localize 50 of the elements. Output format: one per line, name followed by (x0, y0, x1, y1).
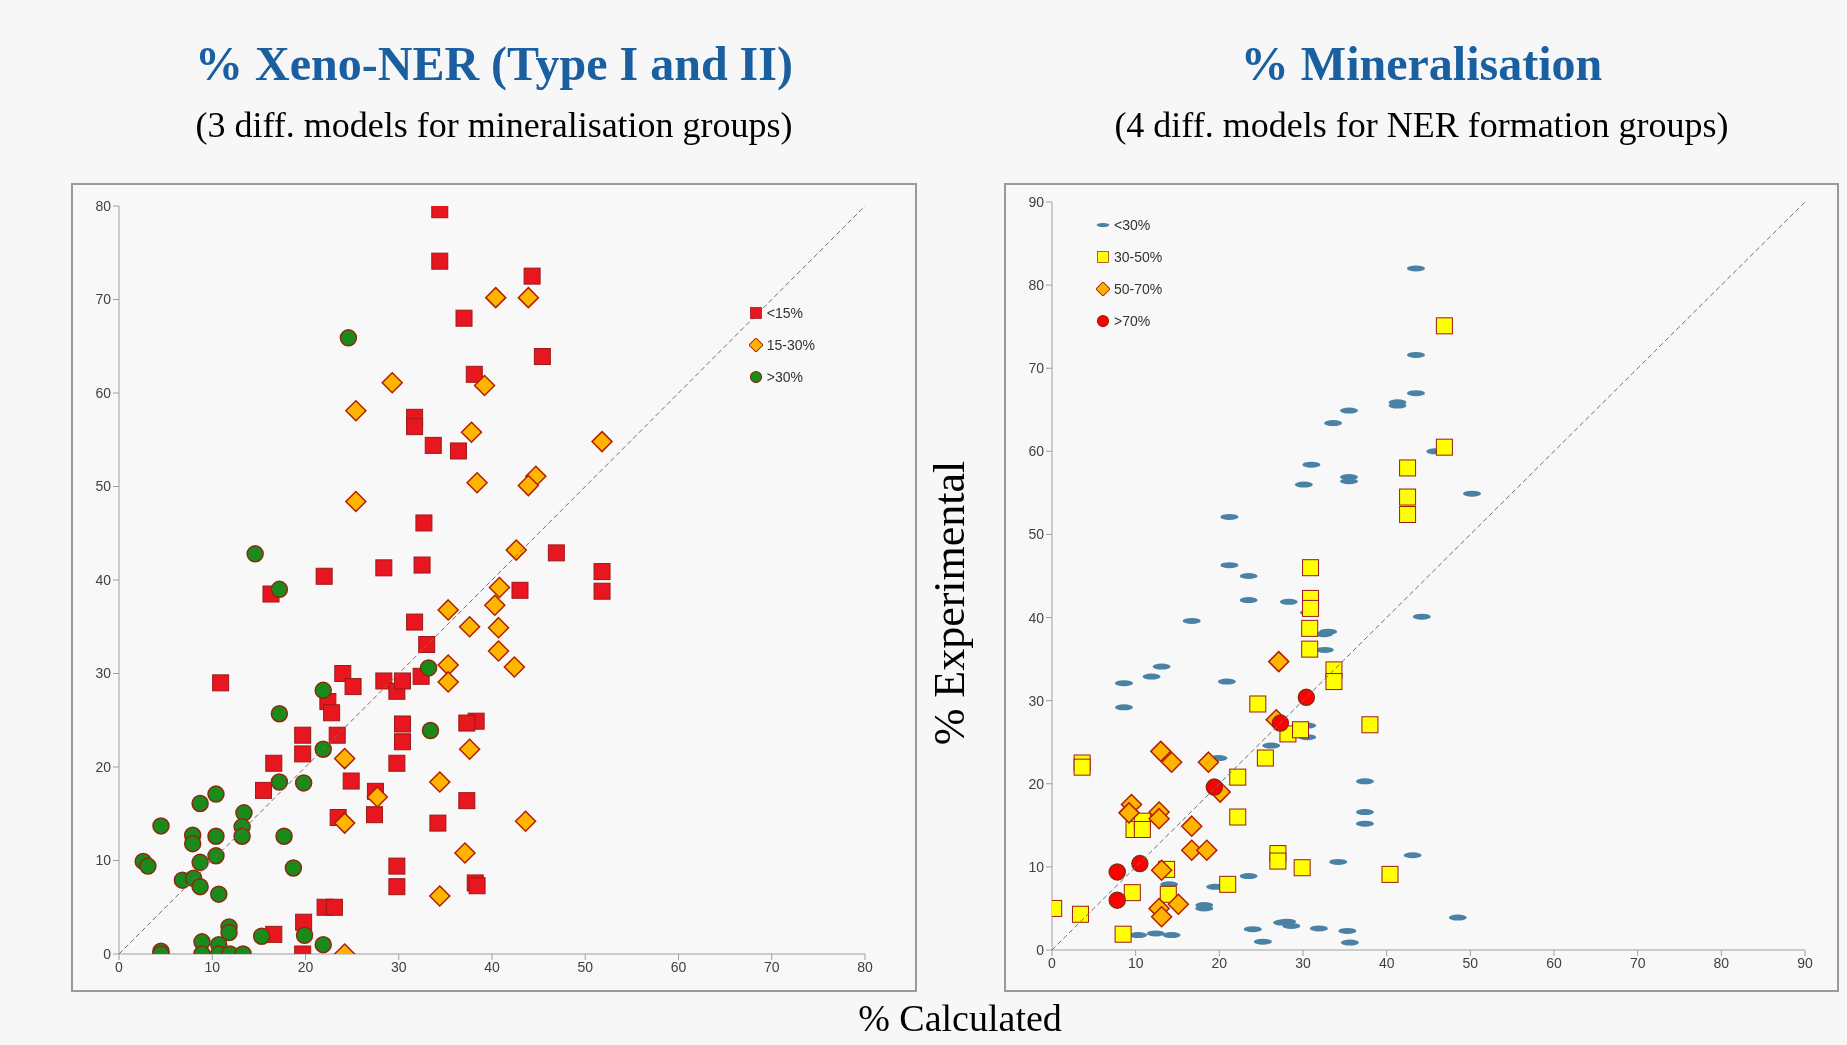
y-tick-label: 80 (95, 197, 112, 214)
legend-label: >70% (1114, 313, 1151, 329)
chart-title: % Mineralisation (1239, 36, 1604, 91)
y-tick-label: 50 (1028, 526, 1045, 543)
legend-label: >30% (766, 369, 803, 385)
x-tick-label: 50 (1462, 954, 1479, 971)
x-tick-label: 40 (1378, 954, 1395, 971)
x-tick-label: 60 (1546, 954, 1562, 971)
y-tick-label: 90 (1028, 193, 1045, 210)
legend-label: 15-30% (766, 337, 815, 353)
x-tick-label: 70 (1629, 954, 1646, 971)
y-tick-label: 20 (95, 758, 112, 775)
y-tick-label: 60 (1028, 443, 1045, 460)
x-tick-label: 40 (484, 958, 500, 975)
y-axis-title: % Experimental (925, 459, 975, 747)
y-tick-label: 30 (95, 665, 112, 682)
x-tick-label: 30 (1295, 954, 1311, 971)
y-tick-label: 20 (1028, 775, 1045, 792)
y-tick-label: 10 (1028, 858, 1045, 875)
x-tick-label: 20 (297, 958, 314, 975)
x-tick-label: 10 (204, 958, 221, 975)
x-tick-label: 60 (670, 958, 687, 975)
legend-label: 50-70% (1114, 281, 1163, 297)
chart-subtitle: (4 diff. models for NER formation groups) (1113, 104, 1730, 146)
y-tick-label: 60 (95, 384, 112, 401)
y-tick-label: 10 (95, 852, 112, 869)
x-tick-label: 80 (857, 958, 873, 975)
x-tick-label: 30 (390, 958, 407, 975)
chart-subtitle: (3 diff. models for mineralisation groups) (194, 104, 794, 146)
x-axis-title: % Calculated (857, 996, 1063, 1040)
x-tick-label: 10 (1127, 954, 1144, 971)
x-tick-label: 90 (1797, 954, 1813, 971)
x-tick-label: 0 (1048, 954, 1057, 971)
legend-label: <30% (1114, 217, 1151, 233)
y-tick-label: 70 (95, 291, 112, 308)
chart-title: % Xeno-NER (Type I and II) (194, 36, 794, 91)
y-tick-label: 30 (1028, 692, 1045, 709)
x-tick-label: 0 (115, 958, 124, 975)
legend-label: 30-50% (1114, 249, 1163, 265)
y-tick-label: 40 (1028, 609, 1045, 626)
x-tick-label: 20 (1211, 954, 1228, 971)
x-tick-label: 70 (763, 958, 780, 975)
x-tick-label: 80 (1713, 954, 1730, 971)
x-tick-label: 50 (577, 958, 594, 975)
y-tick-label: 70 (1028, 360, 1045, 377)
y-tick-label: 80 (1028, 277, 1045, 294)
y-tick-label: 40 (95, 571, 112, 588)
y-tick-label: 50 (95, 478, 112, 495)
legend-label: <15% (766, 305, 803, 321)
y-tick-label: 0 (1036, 941, 1045, 958)
